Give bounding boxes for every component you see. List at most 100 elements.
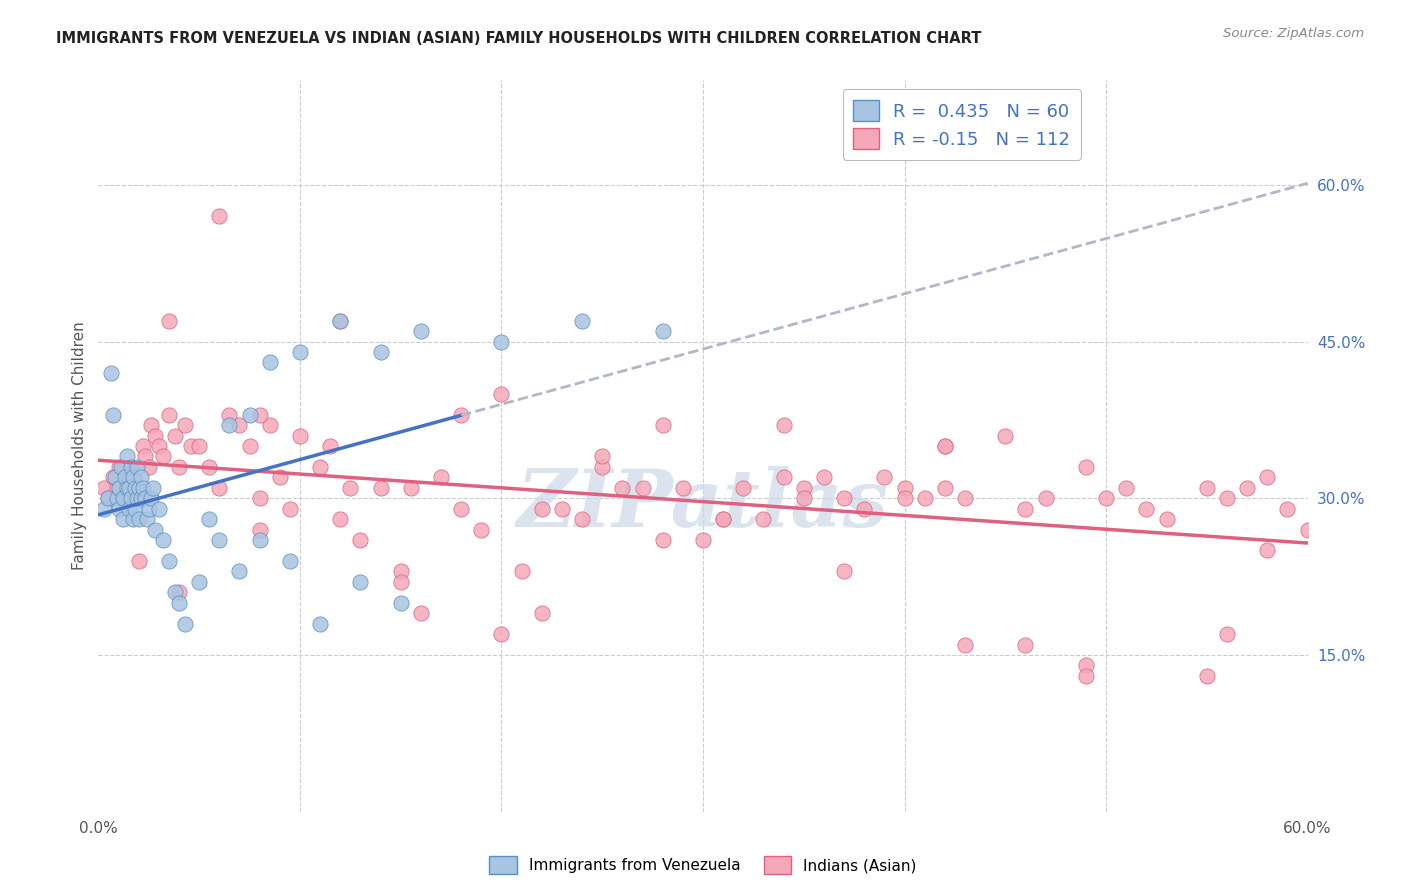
Point xyxy=(1074,459,1097,474)
Point xyxy=(143,428,166,442)
Point xyxy=(134,450,156,464)
Point xyxy=(491,334,513,349)
Point xyxy=(591,459,613,474)
Point xyxy=(339,481,361,495)
Point xyxy=(450,408,472,422)
Point xyxy=(389,596,412,610)
Point xyxy=(118,481,141,495)
Point xyxy=(124,481,146,495)
Point xyxy=(1216,627,1239,641)
Point xyxy=(174,418,197,433)
Point xyxy=(1256,470,1278,484)
Point xyxy=(319,439,342,453)
Point xyxy=(107,459,129,474)
Point xyxy=(121,512,143,526)
Point xyxy=(752,512,775,526)
Point xyxy=(157,408,180,422)
Point xyxy=(218,408,240,422)
Point xyxy=(772,418,794,433)
Point xyxy=(152,450,174,464)
Point xyxy=(1195,669,1218,683)
Point xyxy=(129,491,152,506)
Point xyxy=(142,481,165,495)
Point xyxy=(329,512,352,526)
Point xyxy=(103,470,125,484)
Point xyxy=(249,491,271,506)
Point xyxy=(1156,512,1178,526)
Point xyxy=(132,439,155,453)
Point xyxy=(228,418,250,433)
Point xyxy=(793,481,815,495)
Point xyxy=(134,491,156,506)
Point xyxy=(571,512,593,526)
Point xyxy=(370,481,392,495)
Point xyxy=(692,533,714,547)
Point xyxy=(188,439,211,453)
Point xyxy=(120,459,142,474)
Point xyxy=(124,470,146,484)
Text: Source: ZipAtlas.com: Source: ZipAtlas.com xyxy=(1223,27,1364,40)
Point xyxy=(239,408,262,422)
Point xyxy=(591,450,613,464)
Point xyxy=(329,313,352,327)
Point xyxy=(278,554,301,568)
Point xyxy=(111,491,134,506)
Point xyxy=(125,491,148,506)
Point xyxy=(269,470,291,484)
Point xyxy=(208,533,231,547)
Point xyxy=(120,491,142,506)
Point xyxy=(128,481,150,495)
Point xyxy=(128,481,150,495)
Point xyxy=(793,491,815,506)
Point xyxy=(399,481,422,495)
Point xyxy=(249,523,271,537)
Point xyxy=(100,366,122,380)
Point xyxy=(107,501,129,516)
Point xyxy=(138,459,160,474)
Point xyxy=(97,491,120,506)
Point xyxy=(1095,491,1118,506)
Point xyxy=(129,470,152,484)
Point xyxy=(148,439,170,453)
Point xyxy=(953,491,976,506)
Point xyxy=(118,481,141,495)
Legend: R =  0.435   N = 60, R = -0.15   N = 112: R = 0.435 N = 60, R = -0.15 N = 112 xyxy=(842,89,1081,160)
Point xyxy=(148,501,170,516)
Point xyxy=(101,470,124,484)
Point xyxy=(329,313,352,327)
Point xyxy=(198,459,221,474)
Point xyxy=(510,565,533,579)
Point xyxy=(873,470,896,484)
Point xyxy=(914,491,936,506)
Point xyxy=(249,533,271,547)
Point xyxy=(208,481,231,495)
Point xyxy=(167,585,190,599)
Point xyxy=(167,596,190,610)
Point xyxy=(1256,543,1278,558)
Point xyxy=(389,565,412,579)
Point xyxy=(239,439,262,453)
Point xyxy=(530,501,553,516)
Point xyxy=(450,501,472,516)
Point xyxy=(128,512,150,526)
Point xyxy=(1035,491,1057,506)
Point xyxy=(1014,501,1036,516)
Point xyxy=(105,481,128,495)
Point xyxy=(188,574,211,589)
Point xyxy=(125,459,148,474)
Point xyxy=(491,627,513,641)
Point xyxy=(97,491,120,506)
Point xyxy=(143,523,166,537)
Text: IMMIGRANTS FROM VENEZUELA VS INDIAN (ASIAN) FAMILY HOUSEHOLDS WITH CHILDREN CORR: IMMIGRANTS FROM VENEZUELA VS INDIAN (ASI… xyxy=(56,31,981,46)
Point xyxy=(893,491,915,506)
Point xyxy=(672,481,695,495)
Point xyxy=(152,533,174,547)
Point xyxy=(115,481,138,495)
Point xyxy=(409,324,432,338)
Point xyxy=(813,470,835,484)
Point xyxy=(163,585,186,599)
Point xyxy=(139,418,162,433)
Point xyxy=(259,355,281,369)
Point xyxy=(1296,523,1319,537)
Point xyxy=(1115,481,1137,495)
